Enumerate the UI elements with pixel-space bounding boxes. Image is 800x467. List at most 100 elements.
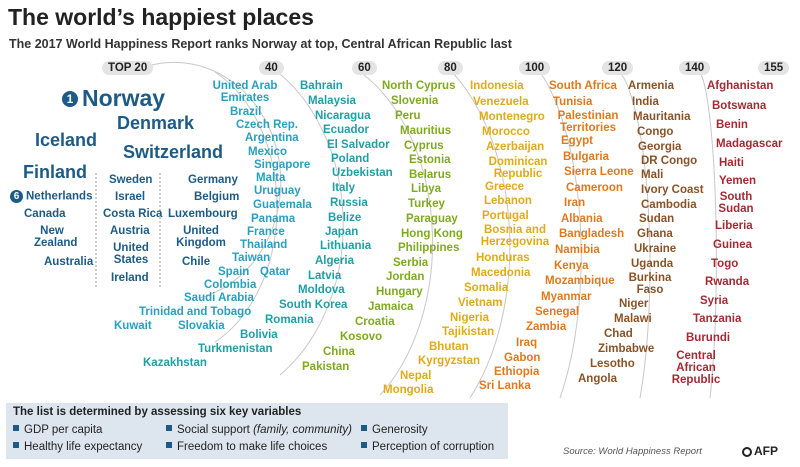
bullet-icon bbox=[166, 425, 172, 431]
country-china: China bbox=[323, 346, 355, 358]
country-bahrain: Bahrain bbox=[300, 80, 343, 92]
country-angola: Angola bbox=[578, 373, 617, 385]
country-saudi-arabia: Saudi Arabia bbox=[184, 292, 254, 304]
country-el-salvador: El Salvador bbox=[327, 139, 390, 151]
agency-logo: AFP bbox=[742, 444, 778, 458]
country-bulgaria: Bulgaria bbox=[563, 151, 610, 163]
arc-40 bbox=[214, 71, 278, 343]
country-north-cyprus: North Cyprus bbox=[382, 80, 456, 92]
arc-140 bbox=[619, 71, 651, 399]
country-madagascar: Madagascar bbox=[716, 138, 783, 150]
country-nicaragua: Nicaragua bbox=[315, 110, 371, 122]
country-uae: United Arab Emirates bbox=[212, 80, 278, 104]
country-zambia: Zambia bbox=[526, 321, 567, 333]
country-paraguay: Paraguay bbox=[406, 213, 458, 225]
country-iceland: Iceland bbox=[35, 130, 98, 150]
country-turkey: Turkey bbox=[408, 198, 445, 210]
country-chile: Chile bbox=[182, 256, 211, 268]
country-romania: Romania bbox=[265, 314, 314, 326]
country-pakistan: Pakistan bbox=[302, 361, 350, 373]
country-nigeria: Nigeria bbox=[450, 312, 489, 324]
country-switzerland: Switzerland bbox=[123, 142, 224, 162]
country-netherlands: 6 Netherlands bbox=[10, 190, 92, 203]
country-liberia: Liberia bbox=[715, 220, 753, 232]
country-malta: Malta bbox=[256, 172, 286, 184]
country-myanmar: Myanmar bbox=[541, 291, 592, 303]
country-syria: Syria bbox=[700, 295, 729, 307]
country-ghana: Ghana bbox=[637, 228, 673, 240]
country-singapore: Singapore bbox=[254, 159, 311, 171]
country-senegal: Senegal bbox=[535, 306, 580, 318]
country-germany: Germany bbox=[188, 174, 238, 186]
country-turkmenistan: Turkmenistan bbox=[198, 343, 273, 355]
country-estonia: Estonia bbox=[409, 154, 451, 166]
country-cyprus: Cyprus bbox=[404, 140, 444, 152]
country-somalia: Somalia bbox=[464, 282, 509, 294]
legend-title: The list is determined by assessing six … bbox=[13, 406, 302, 418]
arc-60 bbox=[274, 69, 344, 376]
country-haiti: Haiti bbox=[719, 157, 744, 169]
bullet-icon bbox=[361, 425, 367, 431]
country-chad: Chad bbox=[604, 328, 633, 340]
page-subtitle: The 2017 World Happiness Report ranks No… bbox=[9, 37, 512, 51]
country-albania: Albania bbox=[561, 213, 603, 225]
country-burundi: Burundi bbox=[686, 332, 731, 344]
country-australia: Australia bbox=[44, 256, 94, 268]
country-sri-lanka: Sri Lanka bbox=[479, 380, 531, 392]
rank-label-155: 155 bbox=[758, 61, 790, 75]
country-france: France bbox=[247, 226, 285, 238]
legend-item-generosity: Generosity bbox=[361, 424, 428, 436]
country-ethiopia: Ethiopia bbox=[494, 366, 540, 378]
country-benin: Benin bbox=[716, 119, 748, 131]
country-slovenia: Slovenia bbox=[391, 95, 439, 107]
country-zimbabwe: Zimbabwe bbox=[598, 343, 655, 355]
country-bosnia-and-herzegovina: Bosnia and Herzegovina bbox=[480, 224, 550, 248]
country-belize: Belize bbox=[328, 212, 362, 224]
country-algeria: Algeria bbox=[315, 255, 354, 267]
country-libya: Libya bbox=[411, 183, 442, 195]
country-hong-kong: Hong Kong bbox=[401, 228, 463, 240]
country-qatar: Qatar bbox=[260, 266, 291, 278]
country-canada: Canada bbox=[24, 208, 66, 220]
country-malawi: Malawi bbox=[614, 313, 652, 325]
bullet-icon bbox=[13, 425, 19, 431]
country-sudan: Sudan bbox=[639, 213, 675, 225]
country-tunisia: Tunisia bbox=[553, 96, 593, 108]
country-congo: Congo bbox=[637, 126, 674, 138]
country-trinidad-and-tobago: Trinidad and Tobago bbox=[139, 306, 252, 318]
country-russia: Russia bbox=[330, 197, 368, 209]
country-latvia: Latvia bbox=[308, 270, 342, 282]
rank-label-140: 140 bbox=[679, 61, 711, 75]
arc-120 bbox=[539, 71, 582, 399]
country-sweden: Sweden bbox=[109, 174, 153, 186]
country-greece: Greece bbox=[485, 181, 525, 193]
rank-label-top20: TOP 20 bbox=[102, 61, 154, 75]
country-nepal: Nepal bbox=[400, 370, 432, 382]
rank-badge: 6 bbox=[10, 190, 23, 203]
country-ecuador: Ecuador bbox=[323, 124, 370, 136]
country-spain: Spain bbox=[218, 266, 250, 278]
country-united-kingdom: United Kingdom bbox=[176, 225, 226, 249]
bullet-icon bbox=[13, 442, 19, 448]
country-iran: Iran bbox=[564, 197, 586, 209]
country-montenegro: Montenegro bbox=[479, 111, 545, 123]
country-denmark: Denmark bbox=[117, 113, 195, 133]
country-serbia: Serbia bbox=[393, 257, 429, 269]
country-portugal: Portugal bbox=[482, 210, 529, 222]
country-azerbaijan: Azerbaijan bbox=[486, 141, 545, 153]
rank-badge: 1 bbox=[62, 91, 78, 107]
country-dominican-republic: Dominican Republic bbox=[488, 156, 548, 180]
legend-item-life-expectancy: Healthy life expectancy bbox=[13, 441, 142, 453]
country-honduras: Honduras bbox=[476, 252, 530, 264]
country-colombia: Colombia bbox=[204, 279, 257, 291]
country-vietnam: Vietnam bbox=[458, 297, 503, 309]
country-gabon: Gabon bbox=[504, 352, 541, 364]
country-mali: Mali bbox=[641, 169, 664, 181]
country-yemen: Yemen bbox=[719, 175, 757, 187]
country-sierra-leone: Sierra Leone bbox=[564, 166, 634, 178]
country-indonesia: Indonesia bbox=[470, 80, 524, 92]
country-norway: 1 Norway bbox=[62, 86, 165, 110]
country-belgium: Belgium bbox=[194, 191, 240, 203]
country-ireland: Ireland bbox=[111, 272, 149, 284]
country-south-sudan: South Sudan bbox=[718, 191, 754, 215]
